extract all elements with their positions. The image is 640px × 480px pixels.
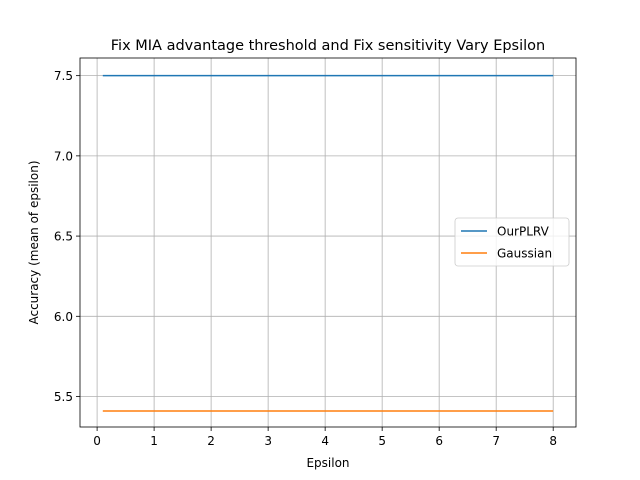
legend: OurPLRV Gaussian <box>454 217 570 267</box>
legend-entry-label: OurPLRV <box>497 225 550 239</box>
legend-box <box>454 217 570 267</box>
chart-title: Fix MIA advantage threshold and Fix sens… <box>111 38 545 54</box>
axes-frame <box>79 57 577 428</box>
y-tick-label: 7.5 <box>54 69 73 83</box>
y-axis-label: Accuracy (mean of epsilon) <box>27 160 41 324</box>
y-tick-label: 6.0 <box>54 310 73 324</box>
x-tick-label: 8 <box>549 434 557 448</box>
x-tick-label: 3 <box>264 434 272 448</box>
y-axis-ticks: 5.5 6.0 6.5 7.0 7.5 <box>54 69 80 404</box>
y-tick-label: 5.5 <box>54 390 73 404</box>
x-tick-label: 5 <box>378 434 386 448</box>
x-axis-label: Epsilon <box>306 456 349 470</box>
x-tick-label: 7 <box>492 434 500 448</box>
x-axis-ticks: 0 1 2 3 4 5 6 7 8 <box>93 427 557 448</box>
y-tick-label: 6.5 <box>54 230 73 244</box>
series-lines <box>102 74 554 412</box>
x-tick-label: 1 <box>150 434 158 448</box>
y-tick-label: 7.0 <box>54 149 73 163</box>
x-tick-label: 4 <box>321 434 329 448</box>
x-tick-label: 6 <box>435 434 443 448</box>
legend-entry-label: Gaussian <box>497 247 552 261</box>
x-tick-label: 2 <box>207 434 215 448</box>
x-tick-label: 0 <box>93 434 101 448</box>
